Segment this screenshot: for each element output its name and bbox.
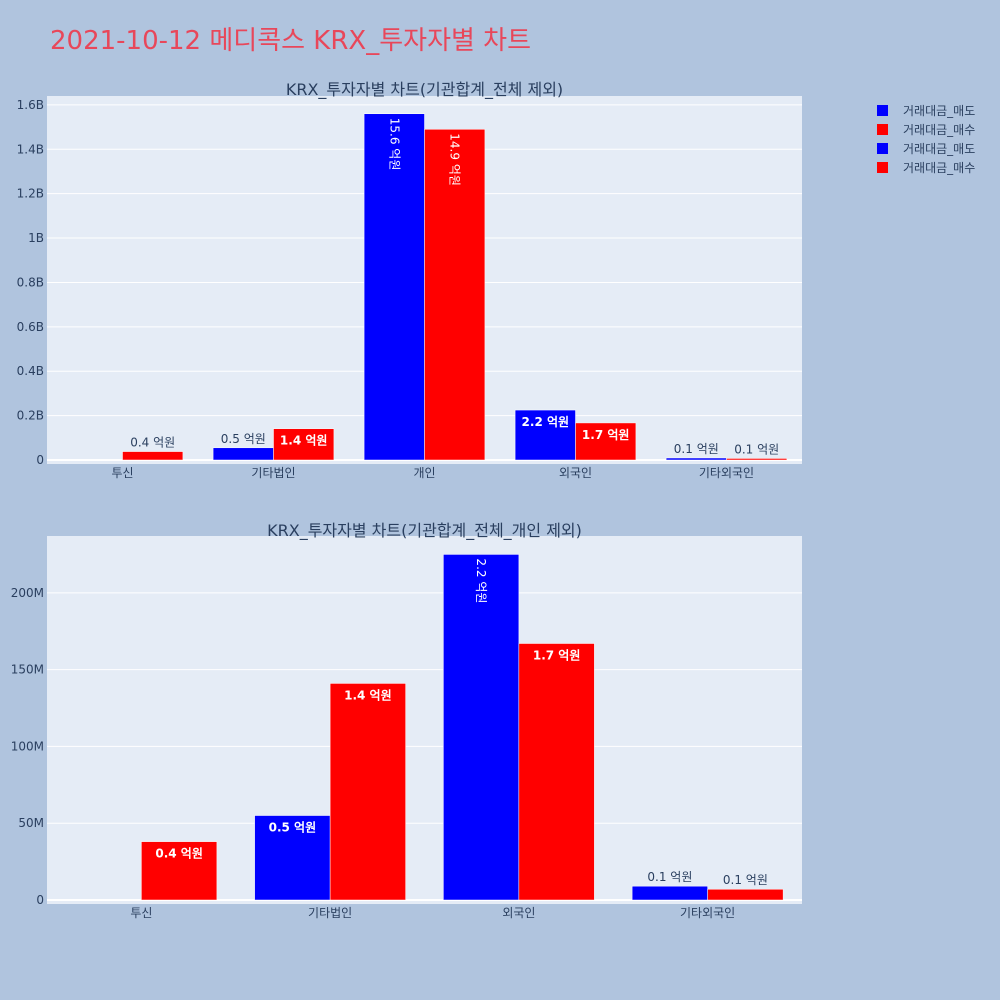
legend-label: 거래대금_매도	[903, 104, 975, 118]
y-tick-label: 150M	[11, 663, 44, 677]
bar-sell	[665, 457, 727, 461]
bar-sell	[363, 113, 425, 461]
y-tick-label: 1.2B	[17, 187, 44, 201]
legend-swatch	[877, 124, 888, 135]
y-tick-label: 1B	[28, 231, 44, 245]
bar-buy	[518, 643, 595, 901]
legend-item[interactable]: 거래대금_매수	[877, 161, 975, 175]
bar-buy	[273, 428, 335, 461]
y-tick-label: 0.6B	[17, 320, 44, 334]
y-tick-label: 50M	[18, 816, 44, 830]
y-tick-label: 100M	[11, 739, 44, 753]
legend-item[interactable]: 거래대금_매도	[877, 104, 975, 118]
y-tick-label: 200M	[11, 586, 44, 600]
y-tick-label: 0.2B	[17, 409, 44, 423]
legend-label: 거래대금_매도	[903, 142, 975, 156]
bar-label: 0.5 억원	[221, 432, 266, 446]
bar-label: 15.6 억원	[387, 118, 401, 171]
bar-sell	[631, 885, 708, 901]
x-tick-label: 투신	[111, 466, 133, 480]
bar-label: 0.1 억원	[734, 442, 779, 456]
x-tick-label: 투신	[130, 906, 152, 920]
bar-label: 0.4 억원	[155, 847, 203, 861]
bar-label: 0.4 억원	[130, 436, 175, 450]
legend-swatch	[877, 162, 888, 173]
bar-buy	[141, 841, 218, 901]
legend-swatch	[877, 143, 888, 154]
bar-buy	[726, 458, 788, 461]
bar-label: 1.7 억원	[533, 649, 581, 663]
x-tick-label: 기타법인	[251, 466, 295, 480]
bar-label: 1.4 억원	[280, 434, 328, 448]
chart-2: 0 50M 100M 150M 200M KRX_투자자별 차트(기관합계_전체_개인 제…	[11, 521, 802, 920]
subplot-title: KRX_투자자별 차트(기관합계_전체 제외)	[286, 80, 563, 100]
subplot-title: KRX_투자자별 차트(기관합계_전체_개인 제외)	[267, 521, 582, 541]
x-tick-label: 기타법인	[308, 906, 352, 920]
bar-sell	[212, 447, 274, 461]
x-tick-label: 기타외국인	[680, 906, 735, 920]
bar-sell	[254, 815, 331, 901]
bar-label: 1.7 억원	[582, 428, 630, 442]
bar-buy	[575, 422, 637, 461]
page-title: 2021-10-12 메디콕스 KRX_투자자별 차트	[50, 26, 531, 56]
legend-label: 거래대금_매수	[903, 123, 975, 137]
y-tick-label: 0	[36, 453, 44, 467]
y-tick-label: 0.8B	[17, 275, 44, 289]
legend-label: 거래대금_매수	[903, 161, 975, 175]
y-tick-label: 0.4B	[17, 364, 44, 378]
bar-sell	[514, 409, 576, 461]
x-tick-label: 개인	[413, 466, 435, 480]
bar-buy	[707, 888, 784, 901]
legend-item[interactable]: 거래대금_매수	[877, 123, 975, 137]
bar-buy	[424, 129, 486, 461]
bar-label: 0.5 억원	[269, 821, 317, 835]
y-tick-label: 0	[36, 893, 44, 907]
bar-buy	[329, 683, 406, 901]
bar-label: 1.4 억원	[344, 688, 392, 702]
plots-container: 0 0.2B 0.4B 0.6B 0.8B 1B 1.2B 1.4B 1.6B KRX_투자자별 …	[11, 80, 802, 920]
bar-buy	[122, 451, 184, 461]
x-tick-label: 외국인	[559, 466, 592, 480]
bar-sell	[443, 554, 520, 901]
y-tick-label: 1.6B	[17, 98, 44, 112]
x-tick-label: 외국인	[502, 906, 535, 920]
bar-label: 14.9 억원	[448, 133, 462, 186]
chart-1: 0 0.2B 0.4B 0.6B 0.8B 1B 1.2B 1.4B 1.6B KRX_투자자별 …	[17, 80, 802, 480]
bar-label: 0.1 억원	[674, 442, 719, 456]
bar-label: 0.1 억원	[723, 873, 768, 887]
legend-item[interactable]: 거래대금_매도	[877, 142, 975, 156]
bar-label: 2.2 억원	[474, 558, 488, 603]
bar-label: 0.1 억원	[647, 870, 692, 884]
y-tick-label: 1.4B	[17, 142, 44, 156]
legend-swatch	[877, 105, 888, 116]
x-tick-label: 기타외국인	[699, 466, 754, 480]
bar-label: 2.2 억원	[522, 415, 570, 429]
